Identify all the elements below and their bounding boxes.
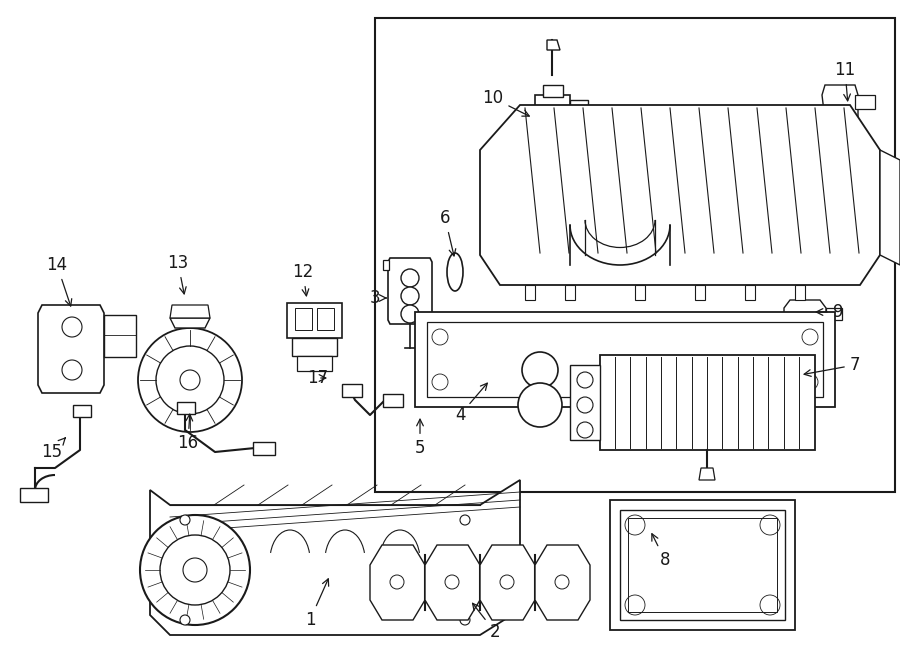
- Circle shape: [156, 346, 224, 414]
- Bar: [826, 308, 842, 320]
- Circle shape: [577, 372, 593, 388]
- Bar: [383, 394, 403, 407]
- Bar: [342, 384, 362, 397]
- Bar: [253, 442, 275, 455]
- Text: 12: 12: [292, 263, 313, 296]
- Text: 13: 13: [167, 254, 189, 294]
- Circle shape: [522, 352, 558, 388]
- Text: 16: 16: [177, 414, 199, 452]
- Circle shape: [401, 287, 419, 305]
- Ellipse shape: [536, 124, 564, 136]
- Circle shape: [460, 515, 470, 525]
- Bar: [745, 285, 755, 300]
- Text: 17: 17: [308, 369, 328, 387]
- Bar: [610, 500, 795, 630]
- Circle shape: [577, 422, 593, 438]
- Circle shape: [138, 328, 242, 432]
- Text: 10: 10: [482, 89, 529, 116]
- Polygon shape: [370, 545, 425, 620]
- Polygon shape: [38, 305, 104, 393]
- Circle shape: [180, 615, 190, 625]
- Text: 14: 14: [47, 256, 72, 306]
- Bar: [295, 308, 312, 330]
- Bar: [600, 355, 815, 450]
- Polygon shape: [150, 480, 520, 635]
- Polygon shape: [880, 150, 900, 265]
- Bar: [415, 312, 835, 407]
- Bar: [297, 356, 332, 371]
- Bar: [383, 260, 389, 270]
- Text: 2: 2: [472, 603, 500, 641]
- Circle shape: [460, 615, 470, 625]
- Bar: [695, 285, 705, 300]
- Circle shape: [401, 269, 419, 287]
- Polygon shape: [699, 468, 715, 480]
- Bar: [292, 338, 337, 356]
- Text: 1: 1: [305, 579, 328, 629]
- Polygon shape: [547, 40, 560, 50]
- Bar: [73, 405, 91, 417]
- Polygon shape: [535, 545, 590, 620]
- Polygon shape: [480, 545, 535, 620]
- Circle shape: [518, 383, 562, 427]
- Bar: [177, 402, 195, 414]
- Text: 11: 11: [834, 61, 856, 101]
- Bar: [375, 18, 895, 492]
- Bar: [860, 155, 874, 177]
- Text: 5: 5: [415, 419, 425, 457]
- Text: 9: 9: [816, 303, 843, 321]
- Circle shape: [183, 558, 207, 582]
- Circle shape: [180, 370, 200, 390]
- Bar: [317, 308, 334, 330]
- Bar: [855, 95, 875, 109]
- Polygon shape: [784, 300, 826, 326]
- Bar: [543, 85, 563, 97]
- Circle shape: [140, 515, 250, 625]
- Circle shape: [160, 535, 230, 605]
- Bar: [20, 488, 48, 502]
- Bar: [427, 322, 823, 397]
- Circle shape: [401, 305, 419, 323]
- Bar: [104, 315, 136, 357]
- Bar: [635, 285, 645, 300]
- Bar: [287, 303, 342, 338]
- Text: 7: 7: [804, 356, 860, 376]
- Bar: [570, 100, 588, 112]
- Text: 8: 8: [652, 533, 670, 569]
- Text: 6: 6: [440, 209, 455, 256]
- Bar: [525, 285, 535, 300]
- Bar: [795, 285, 805, 300]
- Polygon shape: [480, 105, 880, 285]
- Polygon shape: [836, 148, 850, 160]
- Text: 3: 3: [370, 289, 386, 307]
- Bar: [620, 510, 785, 620]
- Ellipse shape: [447, 253, 463, 291]
- Polygon shape: [822, 85, 858, 120]
- Bar: [565, 285, 575, 300]
- Text: 15: 15: [41, 438, 66, 461]
- Polygon shape: [388, 258, 432, 324]
- Circle shape: [180, 515, 190, 525]
- Ellipse shape: [827, 133, 849, 143]
- Polygon shape: [425, 545, 480, 620]
- Bar: [570, 365, 600, 440]
- Bar: [628, 518, 777, 612]
- Polygon shape: [170, 305, 210, 318]
- Text: 4: 4: [454, 383, 487, 424]
- Polygon shape: [170, 318, 210, 328]
- Circle shape: [577, 397, 593, 413]
- Bar: [535, 95, 570, 117]
